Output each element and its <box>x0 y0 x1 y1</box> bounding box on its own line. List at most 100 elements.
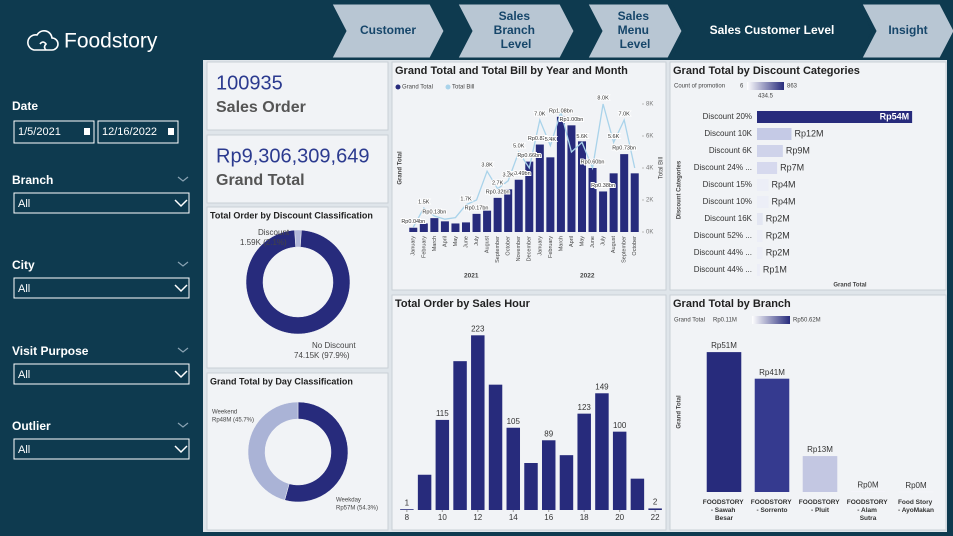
y-tick-label: Discount 44% ... <box>694 265 752 274</box>
bar <box>599 191 608 232</box>
y2-tick-label: 6K <box>646 134 653 140</box>
bar <box>612 431 627 510</box>
data-label: Rp0.17bn <box>465 205 489 211</box>
data-label: Rp7M <box>780 162 804 172</box>
date-input[interactable] <box>97 120 179 144</box>
bar <box>757 213 763 225</box>
bar <box>525 161 534 232</box>
panel <box>206 134 389 204</box>
nav-tab-label: Sales Customer Level <box>710 23 835 37</box>
data-label: 100 <box>613 421 627 430</box>
data-label: 1.5K <box>418 199 430 205</box>
bar <box>514 179 523 232</box>
nav-tab[interactable] <box>671 3 873 59</box>
data-label: Rp2M <box>766 213 790 223</box>
year-label: 2022 <box>580 273 595 280</box>
y-tick-label: Discount 16K <box>704 214 752 223</box>
bar <box>409 227 418 232</box>
kpi-value: 100935 <box>216 72 283 94</box>
donut-label: Weekday <box>336 498 361 504</box>
bar <box>802 456 838 492</box>
bar <box>483 210 492 232</box>
dropdown-arrow <box>174 370 188 379</box>
y-tick-label: Discount 10% <box>703 197 752 206</box>
data-label: Rp41M <box>759 368 785 377</box>
data-label: Rp0.32bn <box>486 189 510 195</box>
y-tick-label: Discount 10K <box>704 129 752 138</box>
nav-tab[interactable] <box>331 3 445 59</box>
bar <box>430 218 439 232</box>
data-label: 1 <box>405 498 410 507</box>
date-input[interactable] <box>13 120 95 144</box>
logo-text: Foodstory <box>64 30 158 53</box>
x-tick-label: September <box>622 236 628 263</box>
bar <box>504 189 513 232</box>
bar <box>648 508 662 510</box>
legend-swatch <box>395 84 401 90</box>
x-tick-label: FOODSTORY - Sorrento <box>751 499 794 514</box>
panel <box>206 372 389 531</box>
year-label: 2021 <box>464 273 479 280</box>
dropdown[interactable] <box>13 438 190 460</box>
bar <box>524 463 538 510</box>
x-tick-label: July <box>474 236 480 246</box>
data-label: 3.8K <box>481 163 493 169</box>
bar <box>757 196 769 208</box>
x-tick-label: August <box>611 236 617 254</box>
bar <box>546 157 555 232</box>
filter-label: Outlier <box>12 419 51 433</box>
bar <box>630 478 645 510</box>
dropdown[interactable] <box>13 192 190 214</box>
data-label: Rp51M <box>711 341 737 350</box>
donut-value-label: Rp57M (54.3%) <box>336 506 378 512</box>
bar <box>453 361 467 510</box>
legend-title: Grand Total <box>674 318 705 324</box>
data-label: Rp9M <box>786 145 810 155</box>
chart-title: Grand Total by Day Classification <box>210 376 353 386</box>
y-tick-label: Discount 44% ... <box>694 248 752 257</box>
kpi-label: Sales Order <box>216 99 306 116</box>
x-tick-label: 22 <box>651 513 660 522</box>
legend-label: Total Bill <box>452 85 474 91</box>
dropdown[interactable] <box>13 363 190 385</box>
axis-title: Grand Total <box>677 395 683 429</box>
x-tick-label: June <box>463 236 469 248</box>
x-tick-label: October <box>506 236 512 256</box>
bar <box>419 223 428 232</box>
x-tick-label: February <box>548 236 554 258</box>
bar <box>609 173 618 232</box>
data-label: Rp0.13bn <box>422 210 446 216</box>
data-label: Rp1M <box>763 264 787 274</box>
nav-tab[interactable] <box>457 3 575 59</box>
data-label: Rp0.73bn <box>612 146 636 152</box>
dropdown-arrow <box>174 199 188 208</box>
bar <box>535 144 544 232</box>
data-label: 8.0K <box>597 95 609 101</box>
x-tick-label: May <box>579 236 585 247</box>
collapse-icon <box>177 422 189 428</box>
chart-title: Grand Total by Branch <box>673 298 791 310</box>
dropdown[interactable] <box>13 277 190 299</box>
x-tick-label: 8 <box>405 513 410 522</box>
bar <box>556 116 565 232</box>
dropdown-value: All <box>18 369 30 381</box>
legend-min: Rp0.11M <box>713 318 737 324</box>
bar <box>567 125 576 232</box>
donut-value-label: 1.59K (2.1%) <box>240 238 287 247</box>
nav-tab-label: Sales Branch Level <box>494 9 539 51</box>
data-label: Rp4M <box>771 196 795 206</box>
nav-tab[interactable] <box>861 3 953 59</box>
nav-tab[interactable] <box>587 3 683 59</box>
data-label: 7.0K <box>534 111 546 117</box>
legend-max: 863 <box>787 84 798 90</box>
nav-tab-label: Customer <box>360 23 416 37</box>
data-label: 2.7K <box>492 180 504 186</box>
dropdown-value: All <box>18 198 30 210</box>
calendar-icon <box>168 128 174 135</box>
panel <box>206 61 389 131</box>
data-label: 3.2K <box>503 172 515 178</box>
x-tick-label: December <box>527 236 533 262</box>
x-tick-label: Food Story - AyoMakan <box>898 499 934 514</box>
bar <box>898 491 934 493</box>
bar <box>577 413 591 510</box>
